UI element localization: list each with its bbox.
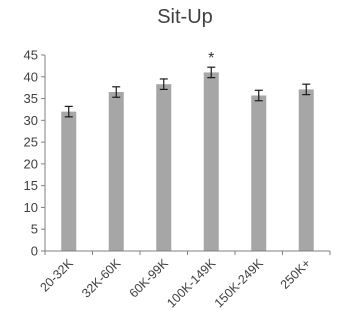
error-bar: [64, 105, 73, 118]
y-tick-label: 30: [24, 113, 38, 128]
bar-100k-149k: [203, 72, 219, 251]
y-axis: 0 5 10 15 20 25 30 35 40 45: [24, 48, 46, 259]
error-bar: [159, 78, 168, 91]
error-bar: [207, 66, 216, 79]
y-tick-label: 10: [24, 200, 38, 215]
bars: *: [61, 50, 314, 252]
y-tick-label: 20: [24, 156, 38, 171]
y-tick-label: 45: [24, 48, 38, 63]
y-tick-label: 25: [24, 135, 38, 150]
error-bar: [254, 89, 263, 102]
bar-20-32k: [61, 111, 77, 251]
x-category-label: 60K-99K: [127, 256, 172, 301]
x-category-label: 20-32K: [37, 256, 76, 295]
x-category-label: 100K-149K: [164, 256, 219, 311]
y-tick-label: 15: [24, 178, 38, 193]
bar-60k-99k: [156, 84, 172, 251]
significance-marker: *: [208, 50, 214, 67]
y-tick-label: 0: [31, 244, 38, 259]
bar-150k-249k: [251, 95, 267, 251]
x-category-label: 32K-60K: [79, 256, 124, 301]
y-tick-label: 5: [31, 222, 38, 237]
x-category-label: 250K+: [278, 256, 314, 292]
bar-32k-60k: [108, 92, 124, 252]
chart-title: Sit-Up: [157, 6, 213, 28]
error-bar: [112, 86, 121, 98]
y-tick-label: 35: [24, 91, 38, 106]
error-bar: [302, 83, 311, 96]
y-tick-label: 40: [24, 69, 38, 84]
x-category-label: 150K-249K: [212, 256, 267, 311]
bar-250k-: [298, 89, 314, 251]
